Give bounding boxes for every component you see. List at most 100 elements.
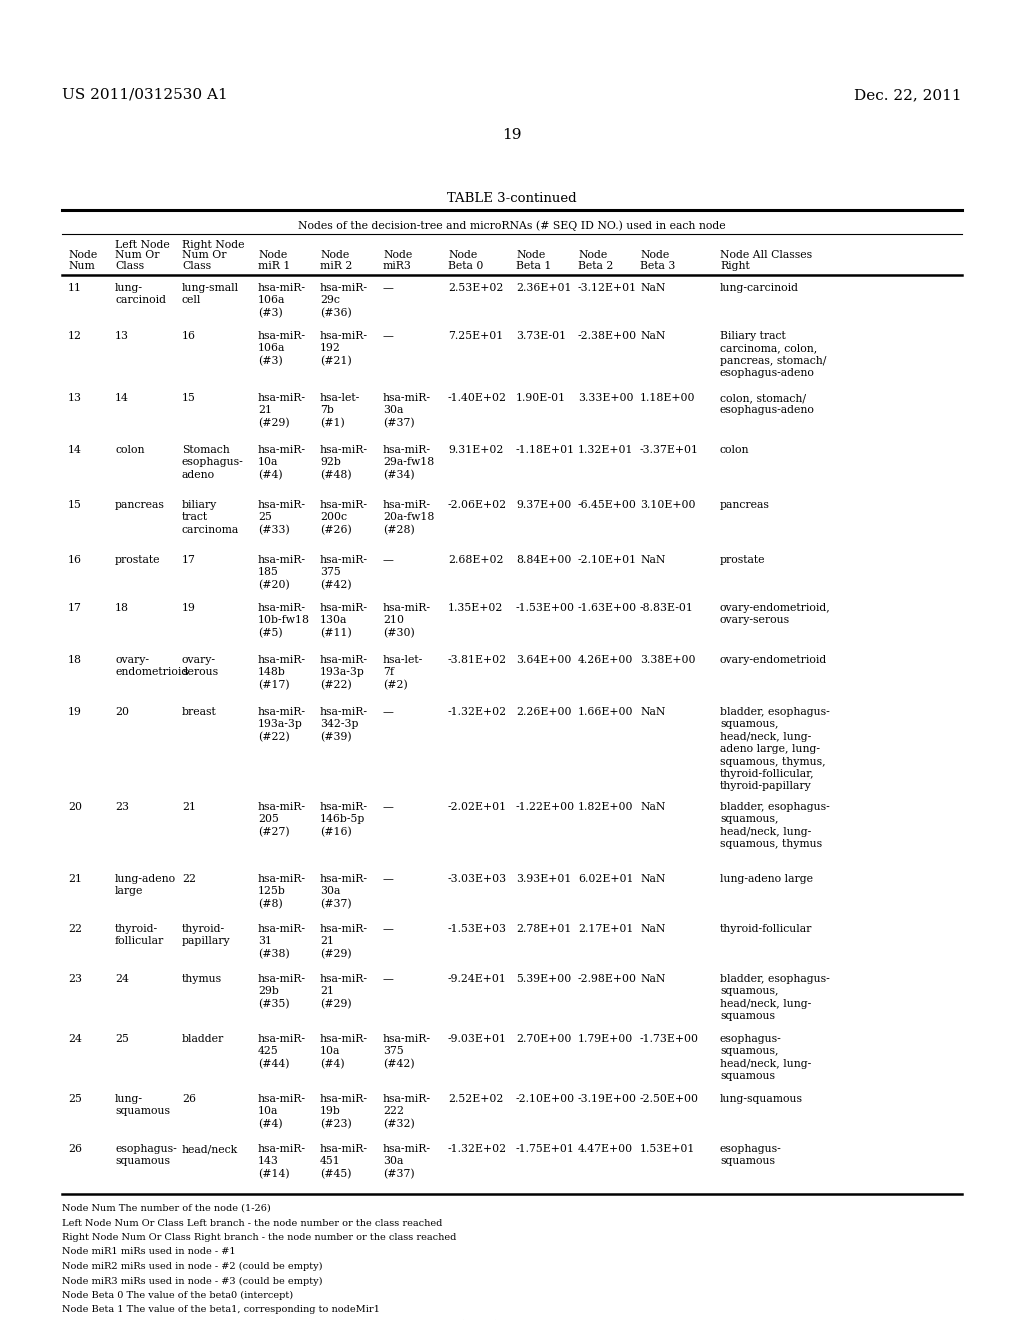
Text: Node: Node [578, 251, 607, 260]
Text: hsa-miR-
193a-3p
(#22): hsa-miR- 193a-3p (#22) [258, 708, 306, 742]
Text: ovary-
serous: ovary- serous [182, 655, 218, 677]
Text: 20: 20 [68, 803, 82, 812]
Text: -1.22E+00: -1.22E+00 [516, 803, 575, 812]
Text: Num Or: Num Or [182, 251, 226, 260]
Text: 26: 26 [68, 1144, 82, 1154]
Text: hsa-miR-
200c
(#26): hsa-miR- 200c (#26) [319, 500, 368, 535]
Text: hsa-miR-
20a-fw18
(#28): hsa-miR- 20a-fw18 (#28) [383, 500, 434, 535]
Text: -2.06E+02: -2.06E+02 [449, 500, 507, 510]
Text: 24: 24 [115, 974, 129, 983]
Text: -2.10E+01: -2.10E+01 [578, 554, 637, 565]
Text: hsa-miR-
375
(#42): hsa-miR- 375 (#42) [383, 1034, 431, 1069]
Text: Left Node: Left Node [115, 240, 170, 249]
Text: Node: Node [449, 251, 477, 260]
Text: colon: colon [115, 445, 144, 455]
Text: Dec. 22, 2011: Dec. 22, 2011 [854, 88, 962, 102]
Text: hsa-miR-
31
(#38): hsa-miR- 31 (#38) [258, 924, 306, 960]
Text: Nodes of the decision-tree and microRNAs (# SEQ ID NO.) used in each node: Nodes of the decision-tree and microRNAs… [298, 220, 726, 231]
Text: NaN: NaN [640, 924, 666, 935]
Text: biliary
tract
carcinoma: biliary tract carcinoma [182, 500, 240, 535]
Text: prostate: prostate [720, 554, 766, 565]
Text: 13: 13 [68, 393, 82, 403]
Text: hsa-miR-
30a
(#37): hsa-miR- 30a (#37) [383, 393, 431, 428]
Text: 19: 19 [68, 708, 82, 717]
Text: 2.17E+01: 2.17E+01 [578, 924, 634, 935]
Text: -1.63E+00: -1.63E+00 [578, 603, 637, 612]
Text: Node: Node [640, 251, 670, 260]
Text: head/neck: head/neck [182, 1144, 239, 1154]
Text: Class: Class [182, 261, 211, 271]
Text: miR 2: miR 2 [319, 261, 352, 271]
Text: 5.39E+00: 5.39E+00 [516, 974, 571, 983]
Text: -2.50E+00: -2.50E+00 [640, 1094, 699, 1104]
Text: 15: 15 [68, 500, 82, 510]
Text: hsa-miR-
148b
(#17): hsa-miR- 148b (#17) [258, 655, 306, 690]
Text: -2.38E+00: -2.38E+00 [578, 331, 637, 341]
Text: esophagus-
squamous: esophagus- squamous [720, 1144, 781, 1167]
Text: hsa-miR-
193a-3p
(#22): hsa-miR- 193a-3p (#22) [319, 655, 368, 690]
Text: Node: Node [258, 251, 288, 260]
Text: 13: 13 [115, 331, 129, 341]
Text: Right Node: Right Node [182, 240, 245, 249]
Text: Node miR3 miRs used in node - #3 (could be empty): Node miR3 miRs used in node - #3 (could … [62, 1276, 323, 1286]
Text: hsa-miR-
125b
(#8): hsa-miR- 125b (#8) [258, 874, 306, 909]
Text: —: — [383, 282, 394, 293]
Text: 1.79E+00: 1.79E+00 [578, 1034, 633, 1044]
Text: pancreas: pancreas [720, 500, 770, 510]
Text: hsa-miR-
222
(#32): hsa-miR- 222 (#32) [383, 1094, 431, 1129]
Text: Beta 3: Beta 3 [640, 261, 676, 271]
Text: 17: 17 [182, 554, 196, 565]
Text: -1.75E+01: -1.75E+01 [516, 1144, 574, 1154]
Text: hsa-miR-
21
(#29): hsa-miR- 21 (#29) [319, 974, 368, 1010]
Text: hsa-miR-
143
(#14): hsa-miR- 143 (#14) [258, 1144, 306, 1179]
Text: 23: 23 [68, 974, 82, 983]
Text: hsa-miR-
192
(#21): hsa-miR- 192 (#21) [319, 331, 368, 366]
Text: 17: 17 [68, 603, 82, 612]
Text: -1.32E+02: -1.32E+02 [449, 1144, 507, 1154]
Text: Node miR1 miRs used in node - #1: Node miR1 miRs used in node - #1 [62, 1247, 236, 1257]
Text: hsa-miR-
10a
(#4): hsa-miR- 10a (#4) [258, 1094, 306, 1129]
Text: breast: breast [182, 708, 217, 717]
Text: thyroid-
follicular: thyroid- follicular [115, 924, 164, 946]
Text: 1.35E+02: 1.35E+02 [449, 603, 504, 612]
Text: -1.40E+02: -1.40E+02 [449, 393, 507, 403]
Text: 2.70E+00: 2.70E+00 [516, 1034, 571, 1044]
Text: 2.78E+01: 2.78E+01 [516, 924, 571, 935]
Text: Node Beta 0 The value of the beta0 (intercept): Node Beta 0 The value of the beta0 (inte… [62, 1291, 293, 1300]
Text: Node: Node [516, 251, 545, 260]
Text: Right Node Num Or Class Right branch - the node number or the class reached: Right Node Num Or Class Right branch - t… [62, 1233, 457, 1242]
Text: 9.37E+00: 9.37E+00 [516, 500, 571, 510]
Text: Left Node Num Or Class Left branch - the node number or the class reached: Left Node Num Or Class Left branch - the… [62, 1218, 442, 1228]
Text: 3.93E+01: 3.93E+01 [516, 874, 571, 884]
Text: 4.26E+00: 4.26E+00 [578, 655, 634, 665]
Text: esophagus-
squamous: esophagus- squamous [115, 1144, 177, 1167]
Text: hsa-miR-
10a
(#4): hsa-miR- 10a (#4) [319, 1034, 368, 1069]
Text: -2.98E+00: -2.98E+00 [578, 974, 637, 983]
Text: 22: 22 [68, 924, 82, 935]
Text: NaN: NaN [640, 874, 666, 884]
Text: thyroid-
papillary: thyroid- papillary [182, 924, 230, 946]
Text: hsa-miR-
130a
(#11): hsa-miR- 130a (#11) [319, 603, 368, 638]
Text: lung-
carcinoid: lung- carcinoid [115, 282, 166, 305]
Text: -1.53E+00: -1.53E+00 [516, 603, 575, 612]
Text: hsa-miR-
106a
(#3): hsa-miR- 106a (#3) [258, 282, 306, 318]
Text: lung-adeno large: lung-adeno large [720, 874, 813, 884]
Text: Node All Classes: Node All Classes [720, 251, 812, 260]
Text: Beta 0: Beta 0 [449, 261, 483, 271]
Text: hsa-miR-
205
(#27): hsa-miR- 205 (#27) [258, 803, 306, 837]
Text: 3.10E+00: 3.10E+00 [640, 500, 695, 510]
Text: 6.02E+01: 6.02E+01 [578, 874, 634, 884]
Text: 3.73E-01: 3.73E-01 [516, 331, 566, 341]
Text: NaN: NaN [640, 282, 666, 293]
Text: NaN: NaN [640, 974, 666, 983]
Text: hsa-miR-
29c
(#36): hsa-miR- 29c (#36) [319, 282, 368, 318]
Text: prostate: prostate [115, 554, 161, 565]
Text: hsa-miR-
106a
(#3): hsa-miR- 106a (#3) [258, 331, 306, 366]
Text: —: — [383, 331, 394, 341]
Text: hsa-miR-
29a-fw18
(#34): hsa-miR- 29a-fw18 (#34) [383, 445, 434, 480]
Text: 19: 19 [502, 128, 522, 143]
Text: hsa-let-
7b
(#1): hsa-let- 7b (#1) [319, 393, 360, 428]
Text: Beta 2: Beta 2 [578, 261, 613, 271]
Text: esophagus-
squamous,
head/neck, lung-
squamous: esophagus- squamous, head/neck, lung- sq… [720, 1034, 811, 1081]
Text: -9.24E+01: -9.24E+01 [449, 974, 507, 983]
